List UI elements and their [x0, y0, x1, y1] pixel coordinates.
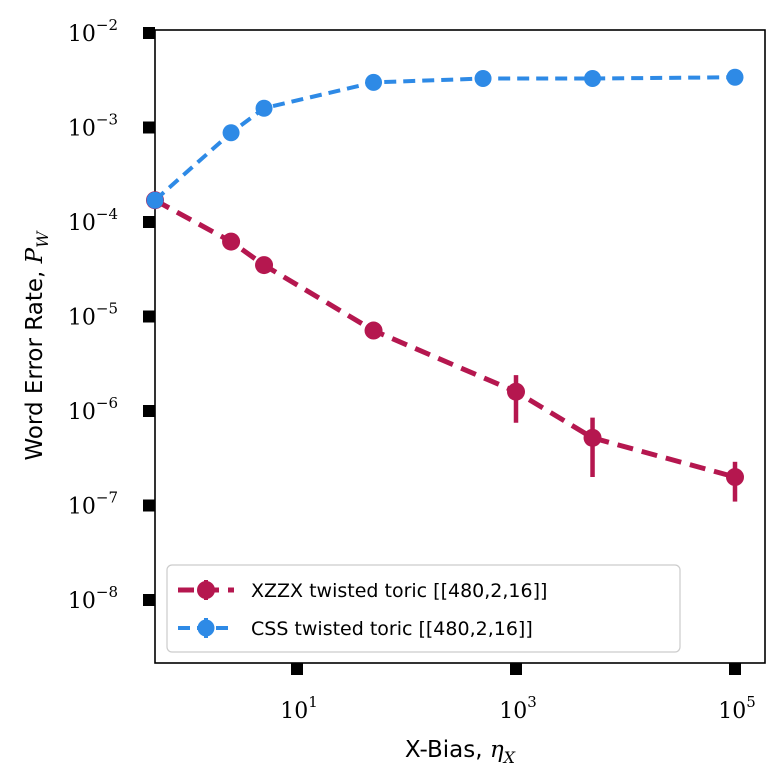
x-tick-mark	[510, 663, 522, 675]
x-axis: 101 103 105	[280, 663, 756, 724]
x-tick-label: 103	[499, 693, 537, 724]
x-axis-label: X-Bias, ηX	[405, 737, 516, 767]
legend-entry: XZZX twisted toric [[480,2,16]]	[178, 580, 547, 602]
data-point	[726, 468, 744, 487]
y-tick-mark	[143, 499, 155, 512]
x-tick-mark	[291, 663, 303, 675]
y-tick-label: 10−8	[68, 583, 118, 614]
data-point	[255, 256, 274, 275]
legend-label: XZZX twisted toric [[480,2,16]]	[251, 580, 547, 602]
series-2	[146, 68, 744, 209]
x-tick-label: 105	[718, 693, 756, 724]
legend: XZZX twisted toric [[480,2,16]] CSS twist…	[166, 564, 681, 653]
y-tick-mark	[143, 594, 155, 606]
y-tick-mark	[143, 310, 155, 323]
y-tick-label: 10−3	[68, 111, 118, 142]
legend-marker	[197, 619, 215, 637]
data-point	[146, 191, 164, 209]
y-tick-mark	[143, 121, 155, 134]
y-tick-label: 10−4	[68, 205, 118, 236]
y-axis: 10−2 10−3 10−4 10−5 10−6 10−7 10−8	[68, 16, 155, 614]
data-point	[726, 68, 744, 86]
data-point	[583, 428, 602, 447]
data-point	[507, 382, 525, 401]
series-layer	[146, 68, 744, 502]
y-tick-mark	[143, 27, 155, 39]
data-point	[255, 99, 273, 117]
y-tick-label: 10−5	[68, 300, 118, 331]
legend-marker	[197, 581, 215, 599]
legend-box	[166, 564, 681, 653]
y-tick-label: 10−7	[68, 489, 118, 520]
data-point	[222, 232, 241, 251]
x-tick-label: 101	[280, 693, 318, 724]
y-axis-label: Word Error Rate, PW	[22, 230, 52, 461]
y-tick-label: 10−6	[68, 394, 118, 425]
legend-entry: CSS twisted toric [[480,2,16]]	[178, 618, 533, 640]
y-tick-mark	[143, 216, 155, 228]
y-tick-mark	[143, 405, 155, 417]
legend-label: CSS twisted toric [[480,2,16]]	[251, 618, 533, 640]
data-point	[222, 124, 240, 142]
data-point	[365, 73, 383, 91]
data-point	[364, 321, 383, 340]
data-point	[474, 70, 492, 88]
data-point	[584, 70, 602, 88]
y-tick-label: 10−2	[68, 16, 118, 47]
x-tick-mark	[729, 663, 741, 675]
plot-area	[154, 29, 766, 664]
